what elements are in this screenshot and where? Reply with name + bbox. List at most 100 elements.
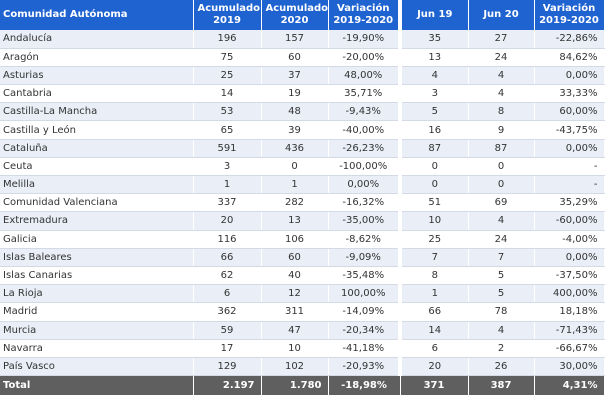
- table-header: Comunidad Autónoma Acumulado 2019 Acumul…: [0, 0, 605, 30]
- cell-community: Cataluña: [0, 139, 194, 158]
- cell-jun20: 69: [468, 193, 535, 213]
- cell-jun20: 9: [468, 120, 535, 140]
- cell-acc-2020: 48: [261, 102, 329, 122]
- cell-acc-2019: 14: [193, 84, 262, 104]
- table-row: Asturias 25 37 48,00% 4 4 0,00%: [0, 66, 605, 86]
- cell-acc-2020: 0: [261, 157, 329, 177]
- cell-community: Murcia: [0, 321, 194, 340]
- cell-acc-2019: 62: [193, 266, 262, 286]
- cell-jun20: 87: [468, 139, 535, 158]
- cell-var-jun: 35,29%: [534, 193, 605, 213]
- cell-var-jun: 0,00%: [534, 139, 605, 158]
- table-row: Cataluña 591 436 -26,23% 87 87 0,00%: [0, 139, 605, 158]
- cell-jun19: 8: [400, 266, 469, 286]
- header-acc-2019: Acumulado 2019: [193, 0, 262, 30]
- header-jun20: Jun 20: [468, 0, 535, 30]
- cell-jun19: 6: [400, 339, 469, 358]
- table-row: La Rioja 6 12 100,00% 1 5 400,00%: [0, 284, 605, 304]
- table-row: Galicia 116 106 -8,62% 25 24 -4,00%: [0, 230, 605, 249]
- cell-jun19: 25: [400, 230, 469, 249]
- cell-acc-2020: 60: [261, 248, 329, 267]
- cell-jun19: 7: [400, 248, 469, 267]
- cell-community: País Vasco: [0, 357, 194, 377]
- cell-var-acc: -100,00%: [328, 157, 402, 177]
- cell-acc-2020: 19: [261, 84, 329, 104]
- cell-var-jun: 18,18%: [534, 302, 605, 322]
- cell-var-jun: -71,43%: [534, 321, 605, 340]
- cell-community: Melilla: [0, 175, 194, 195]
- cell-var-acc: 35,71%: [328, 84, 402, 104]
- cell-jun20: 0: [468, 175, 535, 195]
- cell-acc-2019: 6: [193, 284, 262, 304]
- cell-community: Islas Baleares: [0, 248, 194, 267]
- cell-jun20: 4: [468, 84, 535, 104]
- cell-var-acc: -20,00%: [328, 48, 402, 67]
- cell-var-jun: -4,00%: [534, 230, 605, 249]
- total-row: Total 2.197 1.780 -18,98% 371 387 4,31%: [0, 375, 605, 395]
- cell-var-acc: -14,09%: [328, 302, 402, 322]
- table-row: Extremadura 20 13 -35,00% 10 4 -60,00%: [0, 211, 605, 231]
- cell-acc-2019: 591: [193, 139, 262, 158]
- cell-jun19: 87: [400, 139, 469, 158]
- cell-acc-2020: 102: [261, 357, 329, 377]
- cell-jun19: 1: [400, 284, 469, 304]
- cell-var-acc: 48,00%: [328, 66, 402, 86]
- cell-community: Navarra: [0, 339, 194, 358]
- cell-var-acc: -9,43%: [328, 102, 402, 122]
- table-footer: Total 2.197 1.780 -18,98% 371 387 4,31%: [0, 375, 605, 395]
- cell-acc-2020: 10: [261, 339, 329, 358]
- cell-acc-2019: 3: [193, 157, 262, 177]
- cell-jun20: 5: [468, 284, 535, 304]
- cell-jun20: 4: [468, 321, 535, 340]
- cell-community: Andalucía: [0, 30, 194, 49]
- cell-jun19: 0: [400, 175, 469, 195]
- table-row: Madrid 362 311 -14,09% 66 78 18,18%: [0, 302, 605, 322]
- cell-acc-2020: 37: [261, 66, 329, 86]
- cell-var-jun: 84,62%: [534, 48, 605, 67]
- table-body: Andalucía 196 157 -19,90% 35 27 -22,86% Aragón 7…: [0, 30, 605, 377]
- cell-jun19: 16: [400, 120, 469, 140]
- table-row: Melilla 1 1 0,00% 0 0-: [0, 175, 605, 195]
- cell-community: Comunidad Valenciana: [0, 193, 194, 213]
- cell-acc-2019: 196: [193, 30, 262, 49]
- cell-var-acc: 0,00%: [328, 175, 402, 195]
- cell-jun20: 26: [468, 357, 535, 377]
- total-jun20: 387: [468, 375, 535, 395]
- cell-community: Madrid: [0, 302, 194, 322]
- cell-community: Extremadura: [0, 211, 194, 231]
- cell-community: La Rioja: [0, 284, 194, 304]
- cell-jun19: 4: [400, 66, 469, 86]
- header-community: Comunidad Autónoma: [0, 0, 194, 30]
- cell-var-acc: 100,00%: [328, 284, 402, 304]
- cell-var-acc: -19,90%: [328, 30, 402, 49]
- table-row: Navarra 17 10 -41,18% 6 2 -66,67%: [0, 339, 605, 358]
- cell-var-jun: 0,00%: [534, 66, 605, 86]
- cell-jun19: 0: [400, 157, 469, 177]
- table-row: Islas Baleares 66 60 -9,09% 7 7 0,00%: [0, 248, 605, 267]
- cell-acc-2019: 337: [193, 193, 262, 213]
- cell-acc-2019: 20: [193, 211, 262, 231]
- cell-acc-2019: 65: [193, 120, 262, 140]
- cell-community: Aragón: [0, 48, 194, 67]
- table-row: País Vasco 129 102 -20,93% 20 26 30,00%: [0, 357, 605, 377]
- cell-jun20: 24: [468, 48, 535, 67]
- cell-var-jun: 60,00%: [534, 102, 605, 122]
- table-row: Castilla y León 65 39 -40,00% 16 9 -43,75%: [0, 120, 605, 140]
- cell-var-acc: -8,62%: [328, 230, 402, 249]
- cell-acc-2019: 66: [193, 248, 262, 267]
- cell-jun20: 2: [468, 339, 535, 358]
- cell-jun20: 8: [468, 102, 535, 122]
- cell-acc-2020: 282: [261, 193, 329, 213]
- cell-jun20: 27: [468, 30, 535, 49]
- table-row: Islas Canarias 62 40 -35,48% 8 5 -37,50%: [0, 266, 605, 286]
- cell-jun19: 20: [400, 357, 469, 377]
- table-row: Cantabria 14 19 35,71% 3 4 33,33%: [0, 84, 605, 104]
- cell-acc-2019: 129: [193, 357, 262, 377]
- cell-var-jun: -: [534, 157, 605, 177]
- cell-acc-2019: 362: [193, 302, 262, 322]
- total-var-jun: 4,31%: [534, 375, 605, 395]
- cell-var-acc: -41,18%: [328, 339, 402, 358]
- cell-var-acc: -20,34%: [328, 321, 402, 340]
- cell-var-jun: -37,50%: [534, 266, 605, 286]
